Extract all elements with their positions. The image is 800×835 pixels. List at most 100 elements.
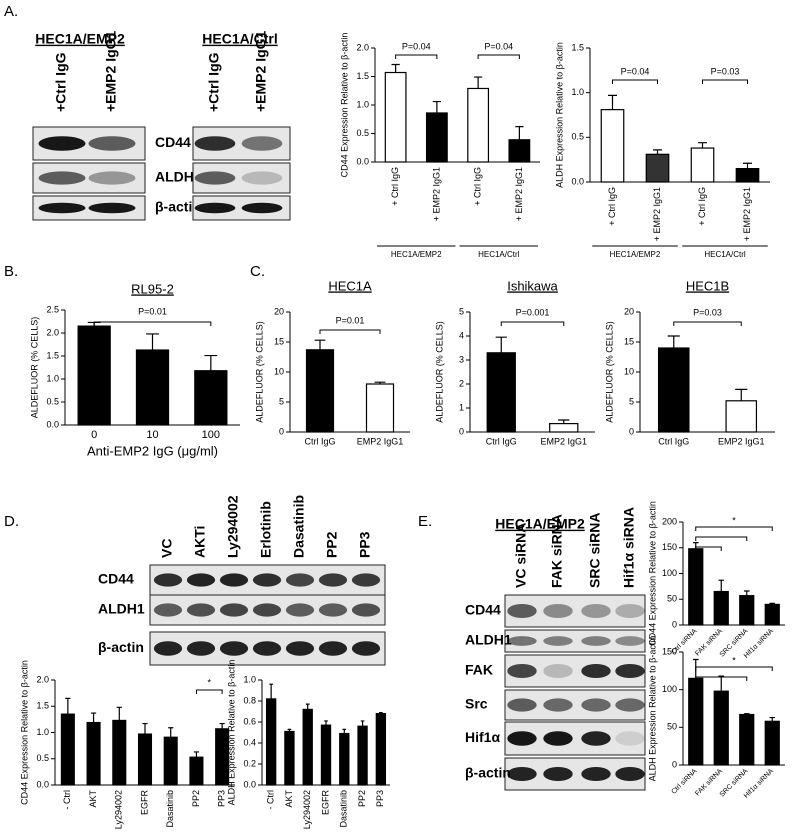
blot-band: [615, 766, 645, 782]
blot-band: [507, 663, 537, 679]
blot-band: [543, 663, 573, 679]
y-tick-label: 0: [459, 426, 464, 436]
bar: [739, 713, 755, 766]
bracket: [695, 526, 773, 531]
bar: [764, 720, 780, 766]
bracket: [695, 536, 748, 541]
bracket: [695, 666, 773, 671]
blot-band: [318, 573, 348, 587]
lane-label: Hif1α siRNA: [621, 507, 637, 588]
bar: [739, 595, 755, 626]
blot-band: [241, 136, 283, 151]
row-label: ALDH1: [465, 632, 512, 648]
x-tick-label: EGFR: [139, 790, 149, 816]
bar: [657, 347, 690, 433]
y-tick-label: 2.0: [356, 42, 369, 52]
bar: [425, 112, 448, 163]
y-tick-label: 5: [459, 306, 464, 316]
blot-band: [153, 603, 183, 617]
error-bar: [193, 751, 199, 758]
blot-band: [581, 731, 611, 746]
lane-label: Erlotinib: [258, 501, 274, 558]
x-tick-label: 100: [202, 429, 220, 441]
blot-band: [88, 171, 136, 185]
bar: [77, 325, 111, 426]
error-bar: [374, 381, 386, 384]
y-tick-label: 0.0: [46, 419, 59, 429]
y-tick-label: 3: [459, 354, 464, 364]
row-label: CD44: [465, 602, 501, 618]
lane-label: Ly294002: [225, 495, 241, 558]
x-tick-label: Ly294002: [114, 790, 124, 829]
y-axis-label: ALDEFLUOR (% CELLS): [604, 321, 614, 423]
lane-label: +Ctrl IgG: [206, 52, 222, 112]
y-tick-label: 0.2: [243, 758, 256, 768]
x-tick-label: EMP2 IgG1: [540, 436, 587, 446]
row-label: CD44: [98, 571, 134, 587]
bar: [302, 708, 313, 786]
y-tick-label: 5: [279, 396, 284, 406]
y-tick-label: 0: [672, 619, 677, 629]
x-tick-label: + Ctrl IgG: [697, 187, 707, 226]
chart-title: Ishikawa: [507, 278, 558, 293]
bar: [690, 147, 715, 183]
annotation: P=0.001: [516, 307, 550, 317]
group-label: HEC1A/Ctrl: [478, 250, 520, 259]
group-label: HEC1A/EMP2: [610, 250, 661, 259]
x-axis-label: Anti-EMP2 IgG (μg/ml): [87, 443, 218, 458]
error-bar: [142, 722, 148, 735]
bar: [375, 712, 387, 786]
bar: [600, 109, 625, 183]
y-tick-label: 0.0: [243, 779, 256, 789]
error-bar: [743, 713, 750, 715]
y-tick-label: 0.5: [36, 753, 49, 763]
blot-band: [615, 663, 645, 679]
bar: [688, 677, 704, 766]
y-axis-label: ALDH Expression Relative to β-actin: [647, 636, 657, 782]
x-tick-label: PP3: [217, 790, 227, 807]
blot-band: [581, 636, 611, 646]
y-axis-label: CD44 Expression Relative to β-actin: [339, 33, 349, 178]
bar: [137, 733, 153, 786]
blot-band: [507, 766, 537, 782]
y-tick-label: 100: [662, 568, 677, 578]
error-bar: [718, 675, 725, 692]
x-tick-label: Dasatinib: [165, 790, 175, 828]
x-tick-label: PP2: [191, 790, 201, 807]
panel-letter: E.: [418, 513, 432, 530]
error-bar: [608, 94, 617, 110]
x-tick-label: EMP2 IgG1: [357, 436, 404, 446]
error-bar: [146, 333, 159, 351]
error-bar: [743, 590, 750, 596]
bracket: [395, 54, 438, 59]
error-bar: [204, 354, 218, 371]
blot-band: [194, 136, 236, 151]
error-bar: [515, 126, 524, 140]
y-tick-label: 100: [662, 684, 677, 694]
row-label: β-actin: [98, 639, 144, 655]
y-tick-label: 1.5: [571, 42, 584, 52]
blot-title: HEC1A/EMP2: [35, 31, 125, 47]
bar: [713, 690, 729, 766]
lane-label: SRC siRNA: [587, 513, 603, 588]
blot-band: [507, 636, 537, 646]
blot-band: [219, 641, 249, 656]
y-axis-label: CD44 Expression Relative to β-actin: [19, 660, 29, 805]
row-label: ALDH1: [98, 601, 145, 617]
bar: [467, 87, 490, 163]
x-tick-label: Ly294002: [302, 790, 312, 829]
error-bar: [65, 697, 71, 715]
y-tick-label: 150: [662, 646, 677, 656]
annotation: P=0.04: [621, 66, 650, 76]
blot-band: [241, 171, 283, 185]
blot-band: [507, 698, 537, 712]
bar: [764, 603, 780, 626]
blot-band: [88, 202, 136, 214]
bracket: [702, 79, 748, 84]
blot-band: [285, 573, 315, 587]
y-tick-label: 0.5: [356, 128, 369, 138]
bar: [320, 724, 332, 786]
row-label: ALDH1: [155, 169, 202, 185]
y-tick-label: 1.0: [571, 87, 584, 97]
blot-band: [318, 641, 348, 656]
